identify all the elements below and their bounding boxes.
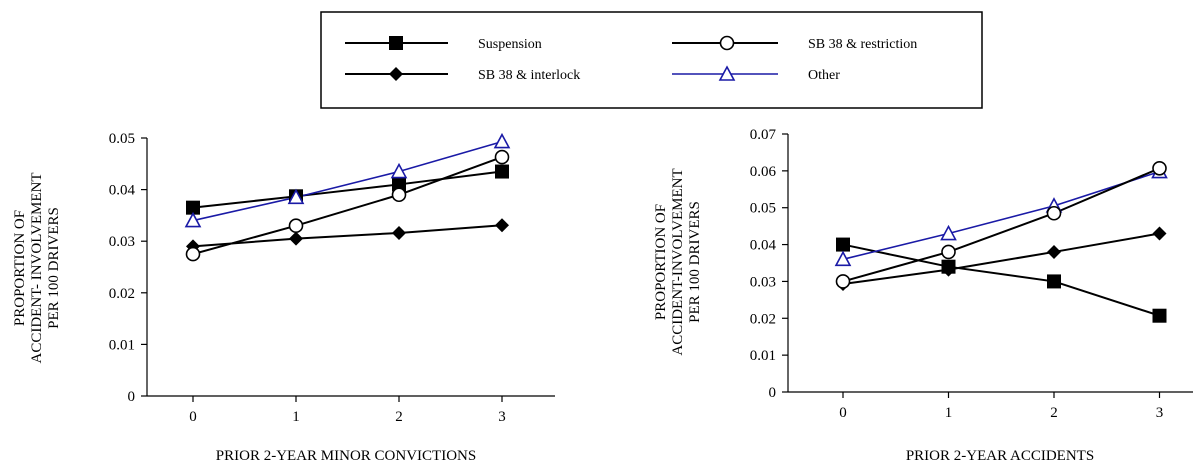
x-tick-label: 1: [945, 405, 953, 421]
series-line-other: [842, 170, 1160, 261]
point-suspension: [392, 177, 406, 192]
y-tick-label: 0.06: [750, 164, 777, 180]
point-other: [940, 224, 957, 241]
y-tick-label: 0.05: [109, 131, 135, 147]
point-suspension: [1047, 274, 1061, 289]
xlabel: PRIOR 2-YEAR MINOR CONVICTIONS: [216, 448, 476, 464]
point-suspension: [836, 237, 850, 252]
series-line-sb-38-interlock: [842, 232, 1160, 285]
legend-label-sb38-interlock: SB 38 & interlock: [478, 68, 580, 83]
series-line-suspension: [842, 243, 1160, 317]
point-sb-38-interlock: [495, 218, 509, 233]
y-tick-label: 0: [128, 389, 136, 405]
legend-label-suspension: Suspension: [478, 37, 542, 52]
ylabel-line-1: PROPORTION OF: [12, 210, 28, 326]
x-tick-label: 0: [839, 405, 847, 421]
point-other: [184, 211, 202, 228]
y-tick-label: 0.01: [750, 348, 776, 364]
point-sb-38-restriction: [494, 149, 510, 165]
y-tick-label: 0.04: [750, 238, 777, 254]
point-sb-38-restriction: [941, 244, 956, 260]
x-tick-label: 3: [1156, 405, 1164, 421]
y-tick-label: 0.07: [750, 127, 777, 143]
series-line-other: [192, 140, 503, 222]
point-suspension: [1152, 308, 1167, 323]
point-suspension: [495, 164, 509, 179]
y-tick-label: 0.05: [750, 201, 776, 217]
point-sb-38-restriction: [1152, 160, 1167, 176]
ylabel-line-2: ACCIDENT- INVOLVEMENT: [29, 173, 45, 364]
x-tick-label: 0: [189, 409, 197, 425]
series-line-sb-38-restriction: [842, 167, 1160, 283]
y-tick-label: 0.02: [750, 311, 776, 327]
legend-marker-other: [718, 65, 736, 81]
ylabel-line-1: PROPORTION OF: [653, 204, 669, 320]
point-sb-38-restriction: [185, 246, 201, 262]
point-suspension: [186, 200, 200, 215]
x-tick-label: 3: [498, 409, 506, 425]
y-tick-label: 0.01: [109, 337, 135, 353]
xlabel: PRIOR 2-YEAR ACCIDENTS: [906, 448, 1094, 464]
chart-accidents: PROPORTION OF ACCIDENT-INVOLVEMENT PER 1…: [653, 127, 1193, 464]
point-other: [834, 250, 852, 267]
legend-marker-sb38-interlock: [389, 67, 403, 81]
x-tick-label: 2: [395, 409, 403, 425]
legend-marker-sb38-restriction: [719, 35, 735, 51]
point-sb-38-interlock: [392, 225, 406, 240]
point-other: [493, 132, 511, 149]
legend-label-other: Other: [808, 68, 840, 83]
legend-entry-sb38-restriction: SB 38 & restriction: [672, 35, 917, 52]
x-tick-label: 2: [1050, 405, 1058, 421]
x-tick-label: 1: [292, 409, 300, 425]
legend-entry-sb38-interlock: SB 38 & interlock: [345, 67, 580, 83]
point-sb-38-interlock: [1047, 244, 1061, 259]
y-tick-label: 0: [769, 385, 777, 401]
point-sb-38-interlock: [289, 231, 303, 246]
point-sb-38-restriction: [391, 187, 407, 203]
series-line-sb-38-interlock: [192, 224, 503, 248]
legend-frame: [320, 11, 983, 109]
legend-label-sb38-restriction: SB 38 & restriction: [808, 37, 917, 52]
ylabel-line-2: ACCIDENT-INVOLVEMENT: [670, 168, 686, 355]
point-suspension: [941, 259, 956, 274]
ylabel-line-3: PER 100 DRIVERS: [46, 207, 62, 329]
y-tick-label: 0.02: [109, 286, 135, 302]
chart-minor-convictions: PROPORTION OF ACCIDENT- INVOLVEMENT PER …: [12, 131, 555, 464]
y-tick-label: 0.03: [109, 234, 135, 250]
legend-marker-suspension: [389, 36, 403, 50]
y-tick-label: 0.04: [109, 183, 136, 199]
series-line-sb-38-restriction: [192, 156, 503, 256]
point-sb-38-restriction: [1046, 205, 1062, 221]
legend: Suspension SB 38 & restriction SB 38 & i…: [320, 11, 983, 109]
point-sb-38-restriction: [288, 218, 304, 234]
legend-entry-suspension: Suspension: [345, 36, 542, 52]
y-tick-label: 0.03: [750, 274, 776, 290]
series-line-suspension: [192, 170, 503, 209]
legend-entry-other: Other: [672, 65, 840, 83]
ylabel-line-3: PER 100 DRIVERS: [687, 201, 703, 323]
point-other: [390, 162, 408, 179]
point-other: [287, 188, 305, 205]
point-sb-38-interlock: [1152, 226, 1167, 241]
point-sb-38-restriction: [835, 274, 851, 289]
